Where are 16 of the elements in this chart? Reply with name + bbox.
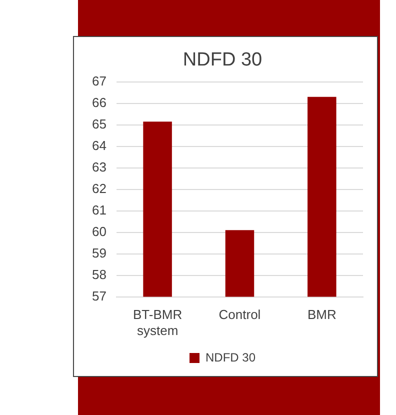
- chart-title: NDFD 30: [182, 50, 262, 71]
- y-tick-label: 64: [92, 138, 106, 153]
- x-tick-label: BMR: [307, 307, 336, 322]
- y-tick-label: 63: [92, 159, 106, 174]
- legend-label: NDFD 30: [205, 350, 256, 364]
- y-tick-label: 58: [92, 266, 106, 282]
- y-tick-label: 61: [92, 202, 106, 218]
- y-tick-label: 67: [92, 73, 106, 88]
- y-tick-label: 62: [92, 180, 106, 196]
- y-tick-label: 57: [92, 288, 106, 304]
- x-tick-label: BT-BMR system: [132, 307, 182, 338]
- y-tick-label: 65: [92, 116, 106, 132]
- x-tick-label: Control: [218, 307, 261, 322]
- y-tick-label: 60: [92, 224, 106, 239]
- y-tick-label: 66: [92, 94, 106, 110]
- y-tick-label: 59: [92, 245, 106, 260]
